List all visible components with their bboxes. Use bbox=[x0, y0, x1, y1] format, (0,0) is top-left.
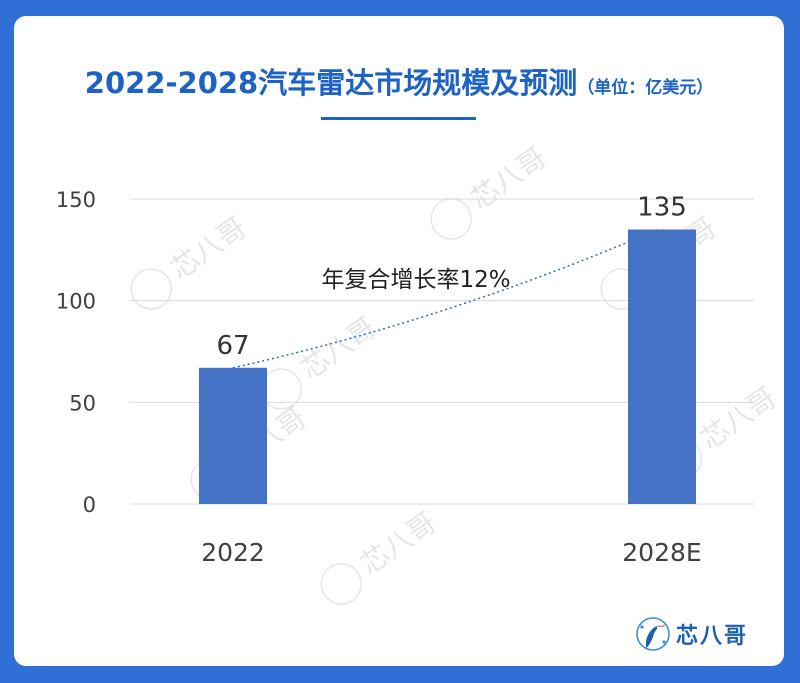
chart-title: 2022-2028汽车雷达市场规模及预测（单位：亿美元） bbox=[14, 60, 784, 102]
watermark-text: 芯八哥 bbox=[294, 311, 382, 386]
y-tick-label: 50 bbox=[69, 391, 96, 415]
data-label: 135 bbox=[637, 193, 687, 223]
watermark-text: 芯八哥 bbox=[164, 211, 252, 286]
x-tick-label: 2022 bbox=[201, 538, 265, 567]
y-axis-ticks: 0 50 100 150 bbox=[56, 188, 96, 517]
trend-line bbox=[232, 228, 659, 369]
bar bbox=[199, 367, 267, 504]
data-label: 67 bbox=[216, 331, 249, 361]
brand-name: 芯八哥 bbox=[676, 624, 749, 649]
title-unit: （单位：亿美元） bbox=[577, 78, 714, 98]
trend-line-layer bbox=[232, 228, 659, 369]
kingfisher-bird-icon bbox=[636, 617, 670, 651]
title-underline bbox=[321, 117, 476, 120]
bars-layer bbox=[199, 229, 696, 504]
watermark-mark: 芯八哥 bbox=[320, 506, 442, 605]
watermark-text: 芯八哥 bbox=[464, 141, 552, 216]
watermark-text: 芯八哥 bbox=[354, 506, 442, 581]
title-main: 2022-2028汽车雷达市场规模及预测 bbox=[84, 66, 578, 100]
brand-logo: 芯八哥 bbox=[636, 614, 748, 654]
annotation-layer: 年复合增长率12% bbox=[321, 267, 510, 293]
y-tick-label: 100 bbox=[56, 290, 96, 314]
watermark-mark: 芯八哥 bbox=[260, 311, 382, 410]
watermark-text: 芯八哥 bbox=[694, 381, 782, 456]
x-axis-ticks: 2022 2028E bbox=[201, 538, 702, 567]
y-tick-label: 150 bbox=[56, 188, 96, 212]
bar bbox=[628, 229, 696, 504]
data-labels-layer: 67 135 bbox=[216, 193, 686, 361]
cagr-annotation: 年复合增长率12% bbox=[321, 267, 510, 293]
watermark-mark: 芯八哥 bbox=[430, 141, 552, 240]
chart-card: 2022-2028汽车雷达市场规模及预测（单位：亿美元） 芯八哥 芯八哥 芯八哥 芯八… bbox=[14, 16, 784, 666]
x-tick-label: 2028E bbox=[622, 538, 701, 567]
y-tick-label: 0 bbox=[83, 493, 96, 517]
